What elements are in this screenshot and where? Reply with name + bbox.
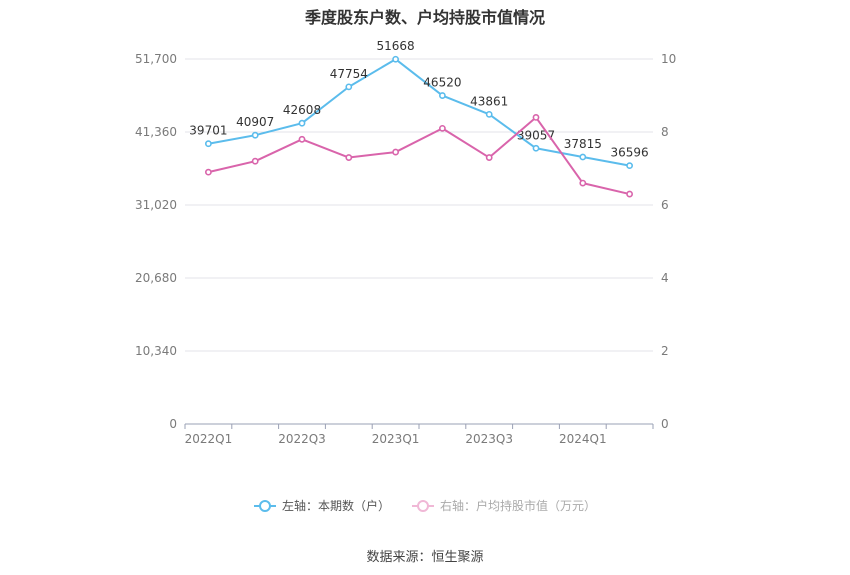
x-axis-tick-label: 2022Q1 bbox=[185, 432, 233, 446]
data-label: 47754 bbox=[330, 67, 368, 81]
right-axis-tick-label: 10 bbox=[661, 52, 676, 66]
left-axis-tick-label: 41,360 bbox=[135, 125, 177, 139]
data-point bbox=[345, 154, 353, 161]
x-axis-tick-label: 2023Q3 bbox=[465, 432, 513, 446]
data-point bbox=[438, 124, 446, 132]
legend-marker-icon bbox=[412, 499, 434, 512]
data-point bbox=[392, 148, 399, 156]
data-label: 36596 bbox=[611, 146, 649, 160]
data-label: 39701 bbox=[189, 124, 227, 138]
data-point bbox=[579, 153, 587, 161]
data-label: 42608 bbox=[283, 103, 321, 117]
data-point bbox=[532, 114, 540, 121]
data-point bbox=[485, 154, 493, 161]
data-label: 40907 bbox=[236, 115, 274, 129]
right-axis-tick-label: 6 bbox=[661, 198, 669, 212]
data-point bbox=[485, 110, 493, 118]
x-axis-tick-label: 2023Q1 bbox=[372, 432, 420, 446]
legend-item-right-series[interactable]: 右轴：户均持股市值（万元） bbox=[412, 497, 596, 514]
data-label: 46520 bbox=[423, 76, 461, 90]
data-point bbox=[298, 135, 306, 143]
data-point bbox=[251, 157, 259, 165]
right-axis-tick-label: 2 bbox=[661, 344, 669, 358]
left-axis-tick-label: 20,680 bbox=[135, 271, 177, 285]
data-point bbox=[204, 168, 212, 176]
legend-label: 左轴：本期数（户） bbox=[281, 499, 390, 513]
source-note: 数据来源：恒生聚源 bbox=[366, 550, 484, 565]
left-axis-tick-label: 31,020 bbox=[135, 198, 177, 212]
data-point bbox=[438, 92, 446, 99]
legend-marker-icon bbox=[253, 499, 276, 512]
x-axis-tick-label: 2024Q1 bbox=[559, 432, 607, 446]
legend-item-left-series[interactable]: 左轴：本期数（户） bbox=[253, 497, 390, 514]
data-label: 37815 bbox=[564, 137, 602, 151]
data-point bbox=[204, 140, 212, 148]
legend-label: 右轴：户均持股市值（万元） bbox=[440, 499, 597, 513]
right-axis-tick-label: 8 bbox=[661, 125, 669, 139]
data-point bbox=[579, 179, 587, 187]
chart-legend: 左轴：本期数（户） 右轴：户均持股市值（万元） bbox=[0, 497, 850, 514]
data-point bbox=[532, 144, 540, 152]
series-line-left bbox=[208, 58, 630, 167]
series-line-right bbox=[208, 116, 630, 196]
data-point bbox=[298, 119, 306, 127]
left-axis-tick-label: 0 bbox=[169, 417, 177, 431]
x-axis-tick-label: 2022Q3 bbox=[278, 432, 326, 446]
data-point bbox=[626, 162, 633, 170]
data-label: 43861 bbox=[470, 94, 508, 108]
data-point bbox=[251, 131, 259, 139]
right-axis-tick-label: 4 bbox=[661, 271, 669, 285]
left-axis-tick-label: 10,340 bbox=[135, 344, 177, 358]
left-axis-tick-label: 51,700 bbox=[135, 52, 177, 66]
data-point bbox=[345, 83, 353, 91]
data-point bbox=[392, 55, 399, 63]
right-axis-tick-label: 0 bbox=[661, 417, 669, 431]
data-point bbox=[626, 190, 633, 198]
chart-title: 季度股东户数、户均持股市值情况 bbox=[304, 8, 545, 27]
data-label: 51668 bbox=[377, 39, 415, 53]
